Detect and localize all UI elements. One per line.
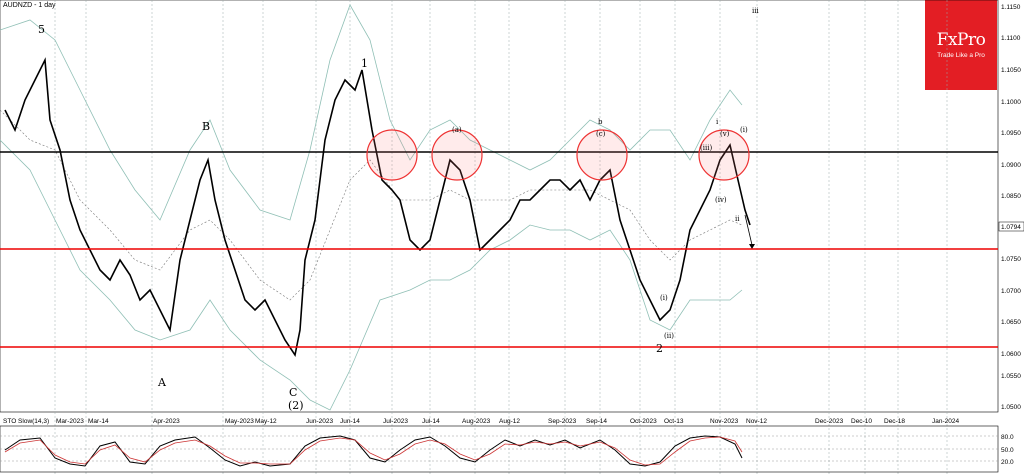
svg-text:Dec-18: Dec-18 (884, 418, 905, 425)
svg-text:(c): (c) (596, 130, 606, 138)
price-pane-frame (0, 0, 999, 413)
stoch-k-line (4, 435, 743, 467)
svg-text:Jun-2023: Jun-2023 (306, 418, 333, 425)
svg-text:1.0900: 1.0900 (1001, 162, 1021, 169)
svg-text:1: 1 (361, 57, 368, 70)
svg-text:(ii): (ii) (664, 332, 674, 340)
svg-text:Jun-14: Jun-14 (340, 418, 360, 425)
highlight-circles (366, 129, 750, 181)
svg-text:Nov-12: Nov-12 (746, 418, 767, 425)
svg-text:1.0850: 1.0850 (1001, 193, 1021, 200)
svg-text:iii: iii (752, 7, 759, 15)
svg-text:1.0600: 1.0600 (1001, 351, 1021, 358)
brand-name: FxPro (936, 30, 986, 50)
svg-text:B: B (202, 120, 210, 133)
svg-text:b: b (598, 118, 603, 126)
svg-text:Mar-14: Mar-14 (88, 418, 109, 425)
svg-text:(i): (i) (660, 294, 668, 302)
svg-text:(iv): (iv) (715, 196, 727, 204)
svg-text:Jan-2024: Jan-2024 (932, 418, 959, 425)
stoch-level-20: 20.0 (1001, 459, 1014, 466)
svg-text:Dec-10: Dec-10 (851, 418, 872, 425)
svg-text:(v): (v) (720, 130, 730, 138)
current-price-badge (998, 221, 1024, 232)
svg-text:A: A (157, 376, 167, 389)
svg-text:Apr-2023: Apr-2023 (153, 418, 180, 425)
vertical-gridlines (54, 0, 948, 474)
svg-text:1.1050: 1.1050 (1001, 67, 1021, 74)
chart-title: AUDNZD - 1 day (3, 2, 56, 9)
svg-text:2: 2 (656, 342, 663, 355)
stoch-d-line (4, 436, 743, 466)
svg-text:May-12: May-12 (255, 418, 277, 425)
svg-text:Oct-13: Oct-13 (664, 418, 684, 425)
svg-text:1.0650: 1.0650 (1001, 319, 1021, 326)
svg-text:1.1150: 1.1150 (1001, 4, 1021, 11)
projection-arrow (744, 214, 753, 246)
svg-text:1.0550: 1.0550 (1001, 373, 1021, 380)
bollinger-middle (0, 109, 743, 301)
date-axis: Mar-2023 Mar-14 Apr-2023 May-2023 May-12 Jun-… (56, 418, 959, 425)
svg-text:Jul-2023: Jul-2023 (383, 418, 408, 425)
stoch-level-50: 50.0 (1001, 447, 1014, 454)
svg-text:Sep-14: Sep-14 (586, 418, 607, 425)
price-axis: 1.1150 1.1100 1.1050 1.1000 1.0950 1.090… (1001, 4, 1021, 411)
svg-text:May-2023: May-2023 (225, 418, 254, 425)
svg-text:Sep-2023: Sep-2023 (548, 418, 577, 425)
svg-text:1.0750: 1.0750 (1001, 256, 1021, 263)
svg-text:C: C (289, 386, 297, 399)
svg-text:(i): (i) (740, 126, 748, 134)
svg-text:Mar-2023: Mar-2023 (56, 418, 84, 425)
current-price: 1.0794 (1001, 224, 1021, 231)
brand-tagline: Trade Like a Pro (937, 52, 985, 59)
bollinger-lower (0, 139, 743, 411)
svg-text:Oct-2023: Oct-2023 (630, 418, 657, 425)
arrow-head-icon (749, 244, 755, 249)
wave-labels: 5 B A 1 (2) C 2 (a) (c) b i (v) (i) (iii… (38, 7, 759, 412)
brand-logo[interactable]: FxPro Trade Like a Pro (925, 0, 997, 90)
svg-text:(2): (2) (288, 399, 304, 412)
svg-text:Jul-14: Jul-14 (422, 418, 440, 425)
bollinger-upper (0, 4, 743, 221)
svg-text:1.1000: 1.1000 (1001, 99, 1021, 106)
svg-text:1.0700: 1.0700 (1001, 288, 1021, 295)
svg-text:1.0950: 1.0950 (1001, 130, 1021, 137)
svg-text:ii: ii (735, 215, 740, 223)
svg-text:(a): (a) (452, 126, 462, 134)
svg-text:1.1100: 1.1100 (1001, 35, 1021, 42)
svg-text:Dec-2023: Dec-2023 (815, 418, 844, 425)
stoch-level-80: 80.0 (1001, 434, 1014, 441)
svg-text:Nov-2023: Nov-2023 (710, 418, 739, 425)
stochastic-label: STO Slow(14,3) (3, 418, 50, 425)
svg-text:i: i (716, 118, 719, 126)
svg-text:Aug-2023: Aug-2023 (462, 418, 491, 425)
svg-text:(iii): (iii) (700, 144, 712, 152)
svg-text:5: 5 (38, 23, 45, 36)
svg-text:1.0500: 1.0500 (1001, 404, 1021, 411)
price-series (4, 57, 751, 358)
svg-text:Aug-12: Aug-12 (499, 418, 520, 425)
